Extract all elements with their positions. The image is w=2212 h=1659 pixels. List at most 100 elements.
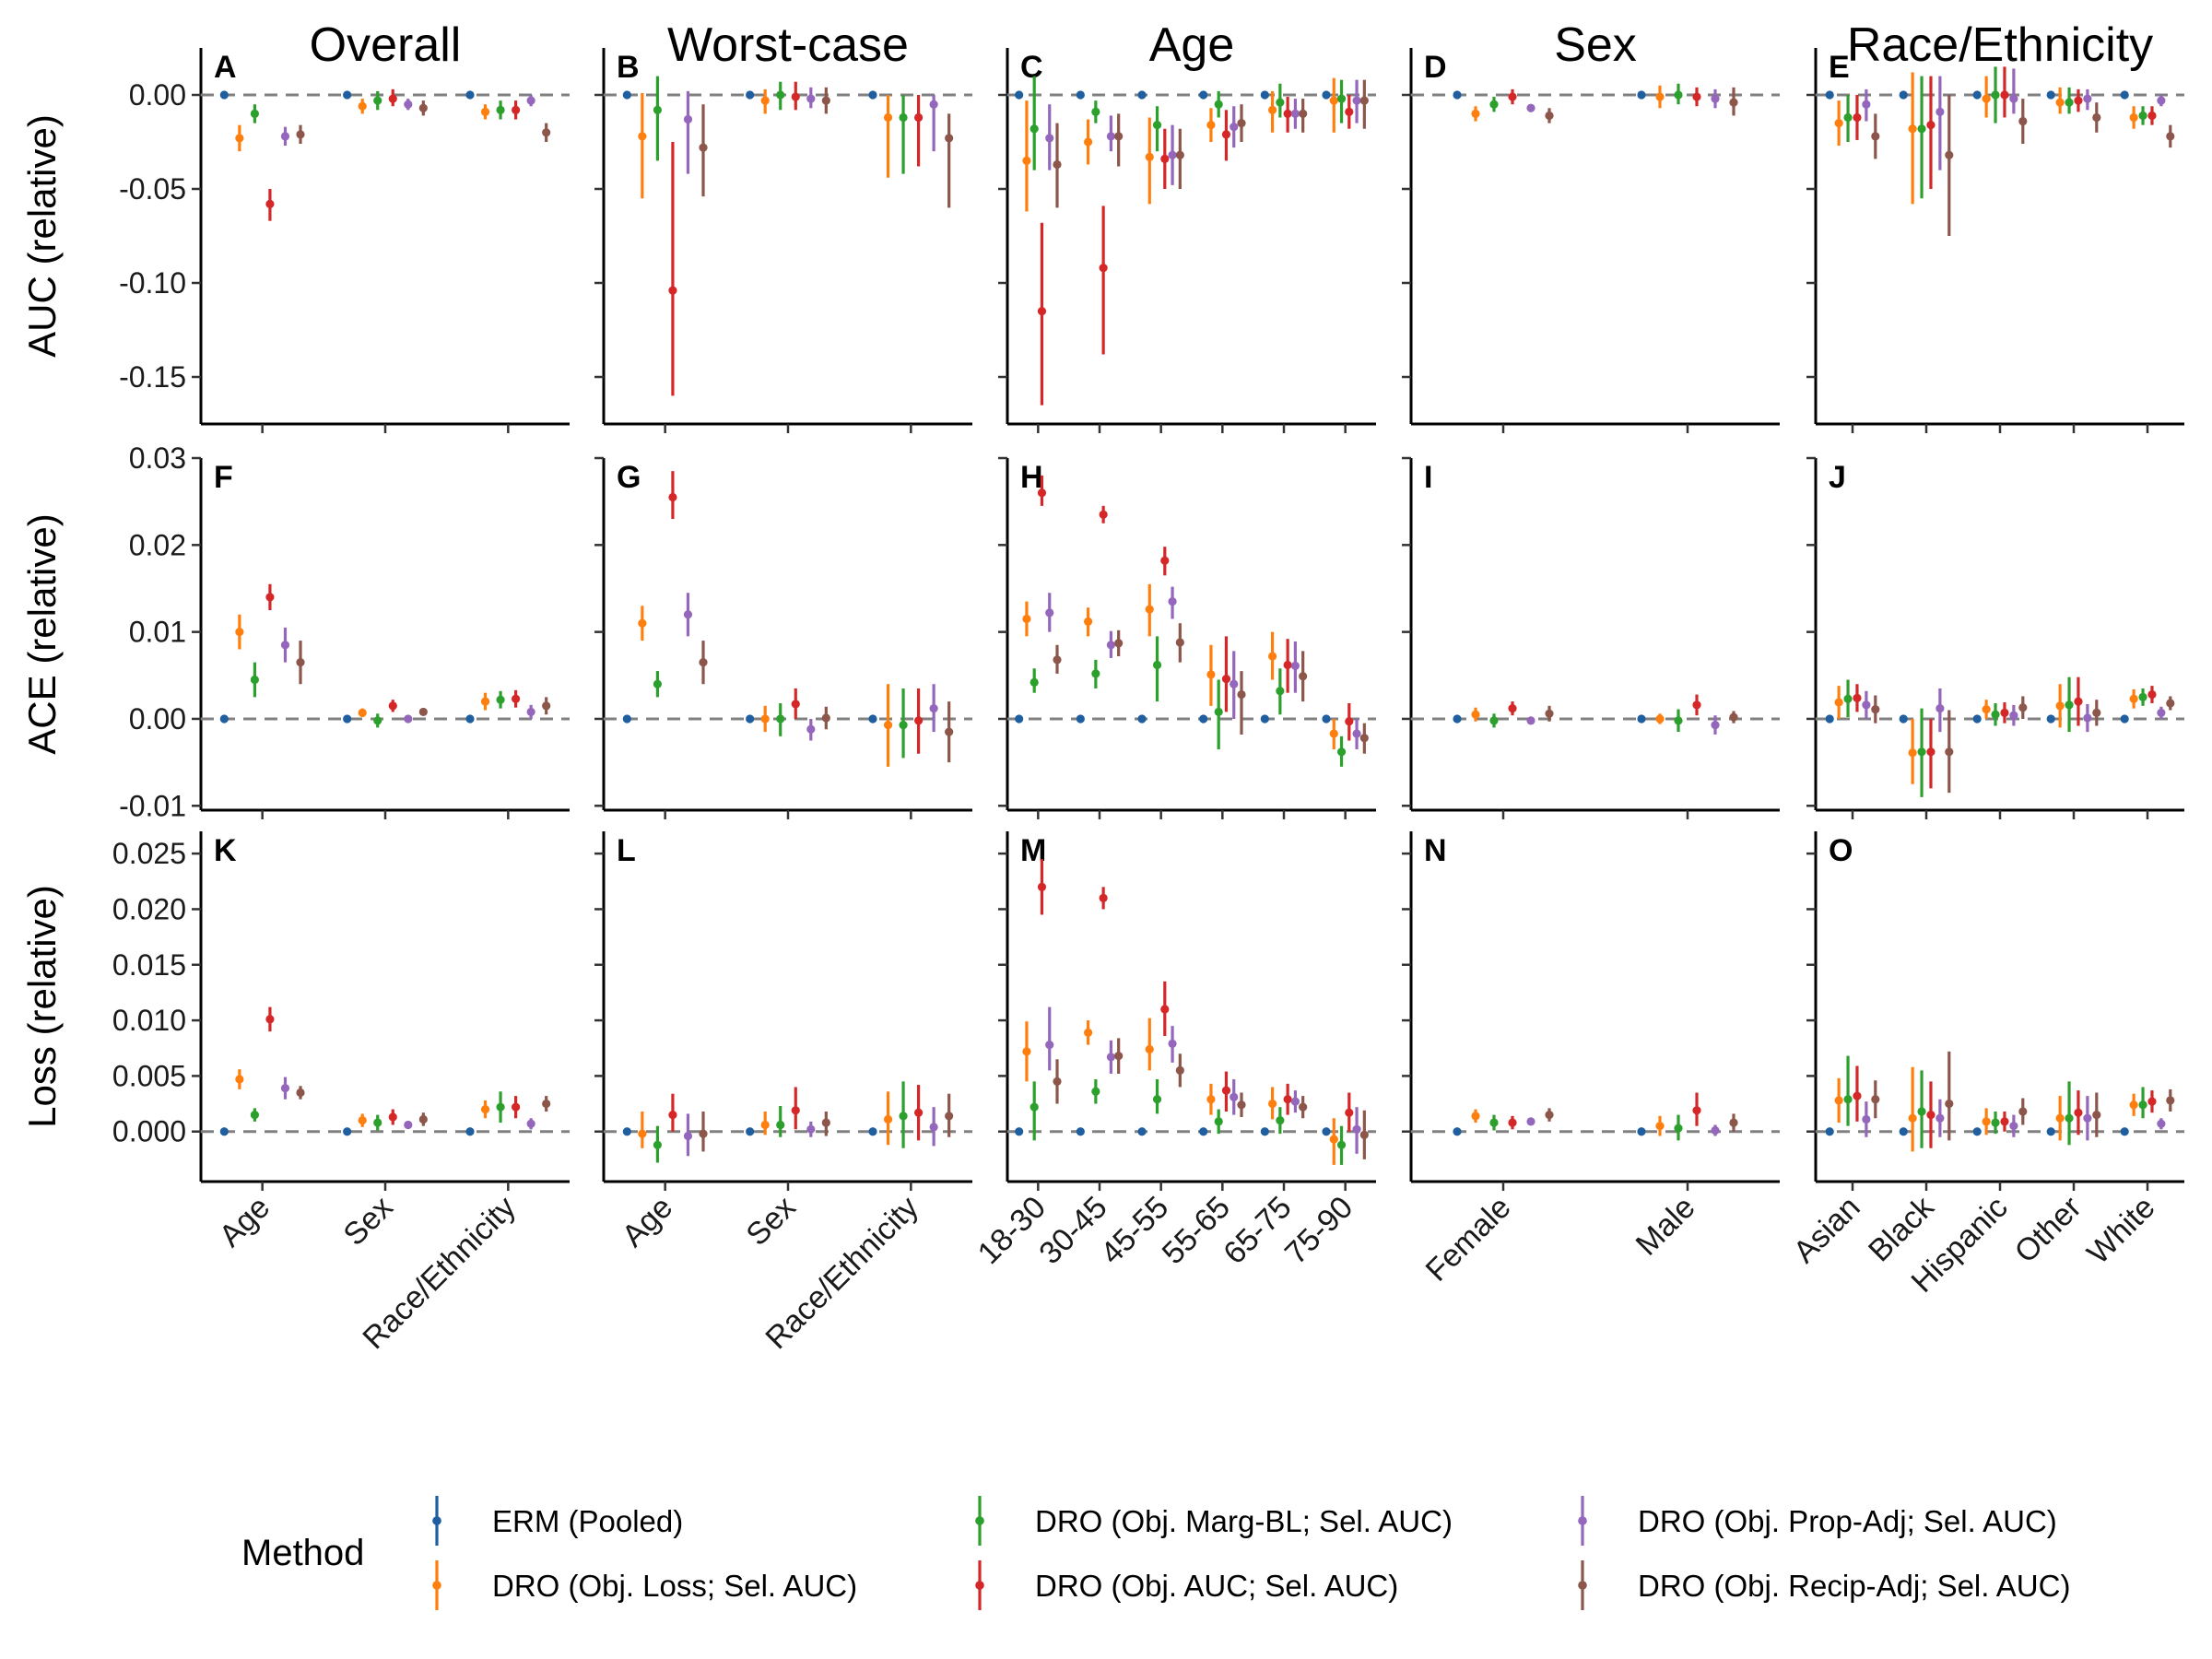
point-hispanic-s5 (2018, 703, 2028, 712)
point-age-s5 (296, 658, 305, 667)
point-other-s0 (2046, 90, 2055, 100)
y-tick-label: 0.000 (112, 1115, 186, 1148)
point-male-s3 (1692, 92, 1701, 101)
point-18-30-s4 (1045, 608, 1054, 618)
point-other-s2 (2065, 700, 2074, 710)
point-white-s0 (2120, 714, 2129, 724)
point-75-90-s2 (1336, 747, 1347, 757)
point-hispanic-s3 (2000, 708, 2009, 717)
point-age-s1 (235, 628, 244, 637)
point-65-75-s2 (1276, 98, 1285, 107)
panel-e: E (1806, 48, 2184, 433)
point-race-ethnicity-s1 (883, 720, 893, 730)
point-sex-s3 (791, 92, 800, 101)
point-hispanic-s1 (1982, 94, 1991, 103)
point-other-s0 (2046, 1127, 2055, 1136)
point-65-75-s0 (1260, 90, 1269, 100)
point-55-65-s1 (1206, 670, 1216, 679)
point-age-s1 (638, 132, 647, 141)
point-65-75-s1 (1268, 1099, 1277, 1109)
point-hispanic-s1 (1982, 704, 1991, 714)
panel-letter-g: G (617, 460, 641, 495)
point-male-s0 (1637, 90, 1646, 100)
legend-swatch-point (1578, 1516, 1587, 1525)
point-asian-s2 (1843, 694, 1853, 703)
point-sex-s5 (821, 1118, 830, 1127)
point-male-s2 (1674, 1124, 1683, 1133)
point-sex-s1 (358, 1116, 367, 1125)
point-age-s5 (699, 143, 708, 152)
panel-d: D (1402, 48, 1780, 433)
point-age-s2 (250, 1111, 259, 1120)
point-30-45-s1 (1084, 137, 1093, 147)
point-race-ethnicity-s0 (868, 714, 877, 724)
panel-letter-e: E (1829, 50, 1850, 85)
point-sex-s2 (776, 714, 785, 724)
point-race-ethnicity-s2 (899, 720, 908, 730)
point-sex-s4 (404, 100, 413, 109)
point-asian-s4 (1862, 100, 1871, 109)
point-sex-s1 (358, 708, 367, 717)
y-tick-label: 0.00 (129, 78, 186, 112)
point-age-s4 (683, 610, 693, 619)
point-race-ethnicity-s5 (542, 1099, 551, 1109)
point-65-75-s4 (1290, 661, 1300, 671)
point-30-45-s4 (1106, 1053, 1115, 1062)
point-30-45-s4 (1106, 641, 1115, 650)
point-sex-s3 (388, 1112, 397, 1122)
point-male-s4 (1711, 94, 1720, 103)
point-18-30-s5 (1053, 159, 1062, 170)
point-55-65-s3 (1221, 130, 1231, 139)
point-white-s0 (2120, 90, 2129, 100)
point-black-s2 (1917, 747, 1926, 757)
point-race-ethnicity-s2 (899, 112, 908, 123)
point-sex-s4 (404, 1120, 413, 1130)
point-65-75-s0 (1260, 714, 1269, 724)
point-age-s4 (280, 1084, 290, 1093)
point-75-90-s2 (1336, 1140, 1347, 1149)
point-age-s2 (653, 105, 663, 114)
point-18-30-s0 (1015, 90, 1024, 100)
panel-letter-f: F (214, 460, 233, 495)
point-30-45-s1 (1084, 1028, 1093, 1037)
point-sex-s0 (746, 1127, 755, 1136)
point-male-s5 (1729, 712, 1738, 722)
row-axis-labels: AUC (relative) ACE (relative) Loss (relati… (20, 114, 64, 1128)
point-18-30-s3 (1037, 307, 1047, 316)
point-age-s3 (265, 593, 275, 602)
point-male-s4 (1711, 1125, 1720, 1135)
column-title-overall: Overall (310, 18, 462, 72)
point-45-55-s2 (1152, 1095, 1162, 1104)
point-45-55-s2 (1152, 121, 1162, 130)
point-black-s4 (1936, 1113, 1945, 1123)
point-55-65-s5 (1237, 689, 1246, 700)
point-race-ethnicity-s5 (542, 128, 551, 137)
point-black-s0 (1899, 714, 1908, 724)
panel-letter-c: C (1020, 50, 1043, 85)
point-age-s2 (653, 679, 663, 688)
y-tick-label: -0.05 (119, 172, 186, 206)
point-18-30-s5 (1053, 1077, 1062, 1087)
point-30-45-s2 (1091, 107, 1100, 116)
point-race-ethnicity-s0 (465, 90, 475, 100)
point-hispanic-s0 (1972, 1127, 1982, 1136)
point-race-ethnicity-s0 (465, 1127, 475, 1136)
point-black-s1 (1908, 1113, 1917, 1123)
point-white-s2 (2138, 692, 2147, 701)
point-55-65-s2 (1214, 707, 1223, 717)
point-race-ethnicity-s1 (883, 1114, 893, 1124)
point-age-s5 (699, 658, 708, 667)
point-white-s4 (2157, 1119, 2166, 1128)
panel-letter-n: N (1424, 833, 1447, 868)
row-label-auc-relative: AUC (relative) (20, 114, 64, 358)
point-female-s5 (1545, 1111, 1554, 1120)
point-75-90-s1 (1329, 729, 1338, 738)
point-female-s3 (1508, 704, 1517, 713)
point-race-ethnicity-s4 (526, 96, 535, 105)
panel-letter-h: H (1020, 460, 1043, 495)
legend-item-dro-obj-recip-adj-sel-auc: DRO (Obj. Recip-Adj; Sel. AUC) (1578, 1560, 2070, 1610)
point-sex-s5 (418, 707, 428, 717)
y-tick-label: 0.025 (112, 837, 186, 870)
panel-f: 0.03 0.02 0.01 0.00 -0.01 F (119, 441, 570, 822)
point-female-s1 (1471, 710, 1480, 719)
